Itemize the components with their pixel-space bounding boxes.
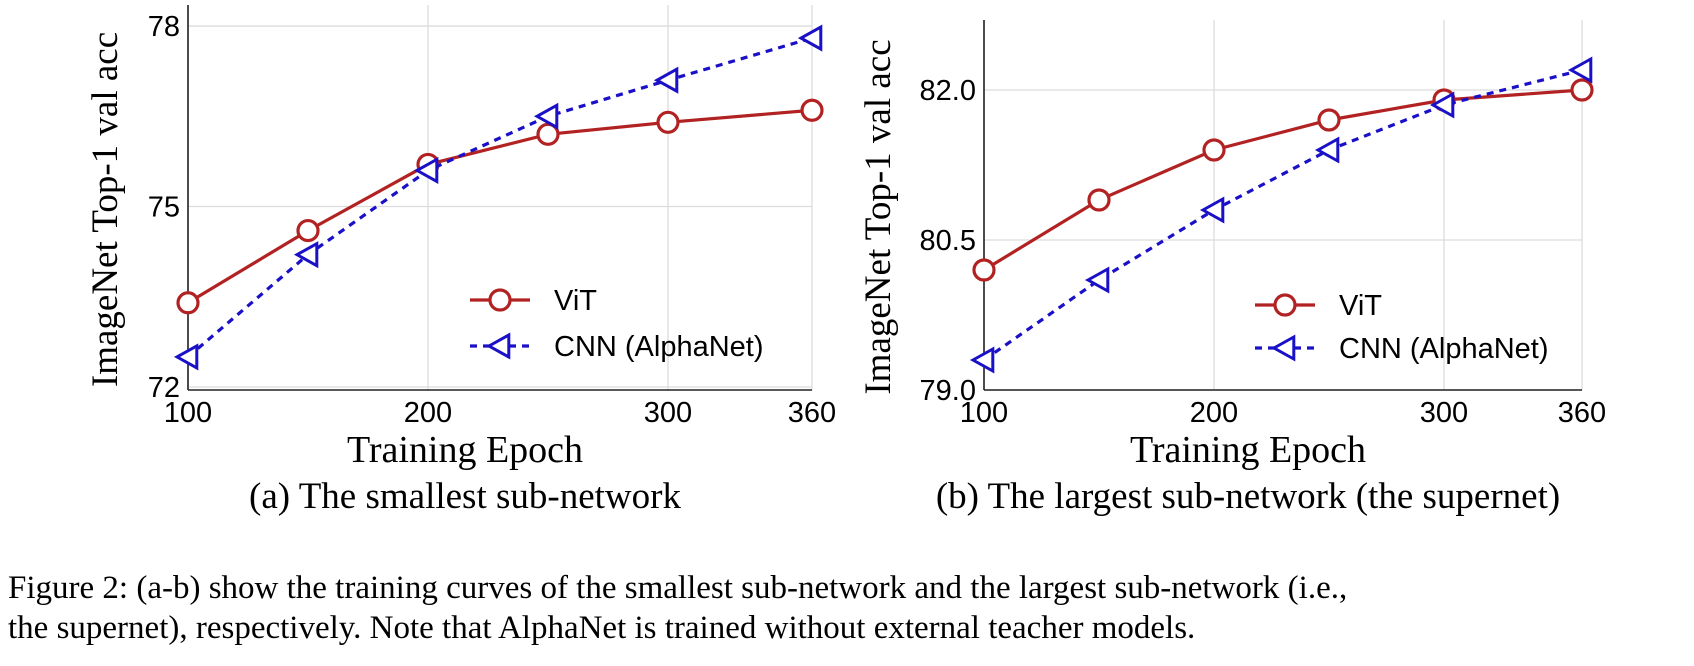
data-point-cnn bbox=[1567, 56, 1593, 84]
x-tick-label: 360 bbox=[788, 397, 836, 429]
data-point-cnn bbox=[1314, 136, 1340, 164]
data-point-vit bbox=[1317, 108, 1341, 132]
y-axis-label: ImageNet Top-1 val acc bbox=[85, 32, 126, 387]
data-point-cnn bbox=[533, 102, 559, 130]
x-tick-label: 100 bbox=[960, 397, 1008, 429]
data-point-vit bbox=[296, 218, 320, 243]
x-tick-label: 300 bbox=[644, 397, 692, 429]
y-axis-label: ImageNet Top-1 val acc bbox=[858, 39, 899, 394]
legend-label: ViT bbox=[1339, 290, 1382, 322]
chart-smallest-subnetwork: 100 200 300 360 72 75 78 Training Epoch ImageNet… bbox=[85, 5, 836, 517]
chart-subtitle: (a) The smallest sub-network bbox=[249, 476, 681, 517]
legend-label: CNN (AlphaNet) bbox=[1339, 333, 1549, 365]
x-tick-label: 100 bbox=[164, 397, 212, 429]
figure: 100 200 300 360 72 75 78 Training Epoch ImageNet… bbox=[85, 5, 1606, 517]
legend-marker bbox=[1273, 293, 1297, 317]
y-tick-label: 75 bbox=[148, 192, 180, 224]
x-axis-label: Training Epoch bbox=[347, 429, 583, 471]
y-tick-label: 82.0 bbox=[920, 75, 976, 107]
legend-marker bbox=[1270, 334, 1296, 362]
data-point-vit bbox=[1202, 138, 1226, 162]
data-point-vit bbox=[972, 258, 996, 282]
legend-marker bbox=[488, 288, 512, 312]
y-tick-label: 72 bbox=[148, 372, 180, 404]
x-tick-label: 360 bbox=[1558, 397, 1606, 429]
series-line-cnn bbox=[186, 36, 813, 359]
data-point-cnn bbox=[413, 156, 439, 184]
figure-caption: Figure 2: (a-b) show the training curves… bbox=[8, 568, 1688, 648]
data-point-cnn bbox=[293, 241, 319, 269]
y-tick-label: 78 bbox=[148, 11, 180, 43]
data-point-vit bbox=[800, 98, 824, 122]
legend-label: CNN (AlphaNet) bbox=[554, 331, 764, 363]
caption-line-2: the supernet), respectively. Note that A… bbox=[8, 610, 1196, 646]
series-line-vit bbox=[983, 88, 1583, 272]
x-tick-label: 200 bbox=[1190, 397, 1238, 429]
chart-subtitle: (b) The largest sub-network (the superne… bbox=[936, 476, 1560, 517]
caption-line-1: Figure 2: (a-b) show the training curves… bbox=[8, 570, 1348, 606]
y-tick-label: 80.5 bbox=[920, 225, 976, 257]
x-tick-label: 300 bbox=[1420, 397, 1468, 429]
data-point-vit bbox=[656, 110, 680, 134]
legend-label: ViT bbox=[554, 285, 597, 317]
series-line-vit bbox=[187, 108, 813, 305]
series-line-cnn bbox=[983, 68, 1583, 362]
data-point-cnn bbox=[1084, 266, 1110, 294]
x-tick-label: 200 bbox=[404, 397, 452, 429]
chart-largest-subnetwork: 100 200 300 360 79.0 80.5 82.0 Training Epoch Im… bbox=[858, 20, 1606, 517]
data-point-cnn bbox=[173, 343, 199, 371]
data-point-cnn bbox=[797, 24, 823, 52]
data-point-vit bbox=[176, 291, 200, 315]
data-point-vit bbox=[1087, 188, 1111, 212]
data-point-cnn bbox=[1429, 91, 1455, 119]
data-point-vit bbox=[1570, 78, 1594, 102]
data-point-cnn bbox=[1199, 196, 1225, 224]
data-point-vit bbox=[536, 122, 560, 146]
legend-marker bbox=[485, 332, 511, 360]
data-point-cnn bbox=[969, 346, 995, 374]
y-tick-label: 79.0 bbox=[920, 375, 976, 407]
data-point-cnn bbox=[653, 66, 679, 94]
x-axis-label: Training Epoch bbox=[1130, 429, 1366, 471]
